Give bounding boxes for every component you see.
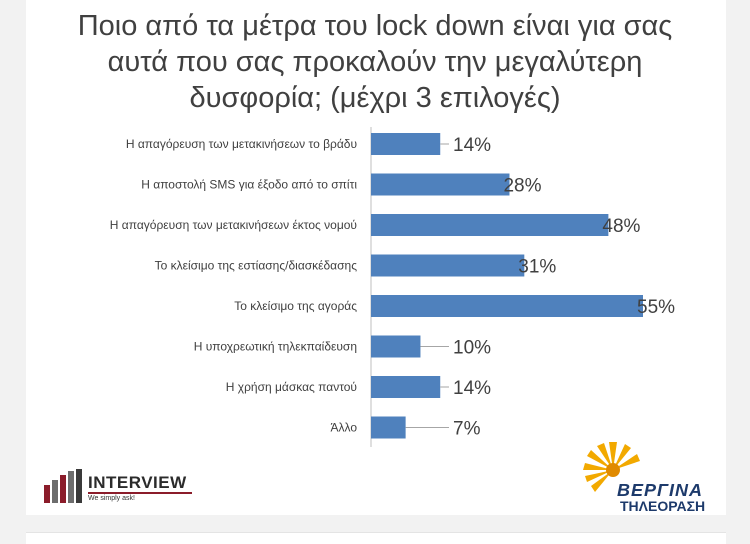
data-label: 7% [453,419,481,440]
chart-title: Ποιο από τα μέτρα του lock down είναι γι… [0,8,750,116]
bar [371,173,510,196]
interview-logo-name: INTERVIEW [88,473,187,492]
interview-bars-icon [44,469,82,503]
vergina-logo: ΒΕΡΓΙΝΑ ΤΗΛΕΟΡΑΣΗ [583,440,723,518]
data-label: 48% [602,216,640,237]
bar [371,335,421,358]
vergina-sun-icon [583,442,640,492]
interview-logo-tagline: We simply ask! [88,495,135,502]
vergina-logo-name: ΒΕΡΓΙΝΑ [617,480,703,500]
category-label: Η αποστολή SMS για έξοδο από το σπίτι [141,178,357,192]
data-label: 28% [503,176,541,197]
bar [371,133,441,155]
bar [371,254,525,277]
bar [371,416,406,439]
category-label: Η χρήση μάσκας παντού [226,380,357,394]
category-label: Η υποχρεωτική τηλεκπαίδευση [194,340,357,354]
bar [371,214,609,236]
interview-logo-divider [88,492,192,494]
chart-title-line-2: αυτά που σας προκαλούν την μεγαλύτερη [107,46,643,78]
data-label: 14% [453,135,491,156]
category-label: Η απαγόρευση των μετακινήσεων το βράδυ [126,137,357,151]
bar [371,376,441,398]
chart-title-line-1: Ποιο από τα μέτρα του lock down είναι γι… [77,10,673,42]
bar [371,295,643,317]
category-label: Το κλείσιμο της αγοράς [234,299,357,313]
data-label: 31% [518,257,556,278]
category-label: Το κλείσιμο της εστίασης/διασκέδασης [155,259,358,273]
chart-title-line-3: δυσφορία; (μέχρι 3 επιλογές) [189,82,561,114]
data-label: 55% [637,297,675,318]
category-label: Άλλο [330,421,357,435]
data-label: 10% [453,338,491,359]
page-bottom-strip [26,532,726,544]
data-label: 14% [453,378,491,399]
vergina-logo-subtitle: ΤΗΛΕΟΡΑΣΗ [620,498,706,514]
category-label: Η απαγόρευση των μετακινήσεων έκτος νομο… [110,218,357,232]
